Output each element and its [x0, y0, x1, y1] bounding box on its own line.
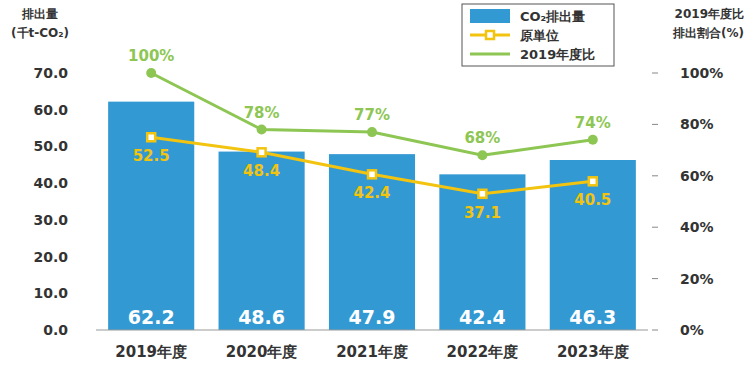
- plot-area: [108, 68, 636, 330]
- data-label: 47.9: [349, 306, 396, 328]
- bar: [439, 174, 525, 330]
- tick-mark: [652, 175, 658, 176]
- data-label: 46.3: [569, 306, 616, 328]
- tick-mark: [652, 330, 658, 331]
- tick-label: 20%: [680, 271, 714, 287]
- tick-mark: [90, 183, 96, 184]
- legend-swatch: [470, 53, 510, 56]
- tick-label: 100%: [680, 65, 723, 81]
- axis-line: [96, 330, 648, 331]
- marker: [588, 135, 598, 145]
- category-label: 2023年度: [557, 343, 629, 361]
- tick-mark: [652, 227, 658, 228]
- marker: [477, 150, 487, 160]
- category-label: 2022年度: [447, 343, 519, 361]
- line: [151, 73, 593, 155]
- legend-box: [462, 4, 614, 66]
- tick-label: 30.0: [33, 212, 68, 228]
- data-label: 77%: [354, 106, 390, 124]
- data-label: 52.5: [133, 147, 170, 165]
- tick-label: 0%: [680, 322, 704, 338]
- legend-label: 原単位: [519, 28, 559, 43]
- data-label: 62.2: [128, 306, 175, 328]
- tick-label: 50.0: [33, 138, 68, 154]
- marker: [257, 125, 267, 135]
- data-label: 48.6: [238, 306, 285, 328]
- tick-mark: [652, 124, 658, 125]
- legend-marker: [486, 31, 494, 39]
- tick-mark: [90, 219, 96, 220]
- tick-label: 10.0: [33, 285, 68, 301]
- data-label: 74%: [575, 114, 611, 132]
- tick-mark: [90, 256, 96, 257]
- axis-title: 2019年度比: [675, 7, 744, 21]
- data-label: 37.1: [464, 204, 501, 222]
- tick-label: 20.0: [33, 249, 68, 265]
- bar: [108, 102, 194, 330]
- tick-label: 40%: [680, 219, 714, 235]
- axis-title: 排出量: [21, 7, 58, 21]
- data-label: 42.4: [459, 306, 506, 328]
- legend: CO₂排出量原単位 2019年度比: [462, 4, 614, 66]
- tick-mark: [652, 278, 658, 279]
- tick-mark: [90, 330, 96, 331]
- tick-label: 0.0: [43, 322, 68, 338]
- category-label: 2021年度: [336, 343, 408, 361]
- axis-title: (千t-CO₂): [11, 26, 69, 40]
- tick-mark: [90, 73, 96, 74]
- tick-label: 60.0: [33, 102, 68, 118]
- tick-mark: [90, 293, 96, 294]
- data-label: 40.5: [574, 191, 611, 209]
- data-label: 100%: [128, 47, 174, 65]
- axis-title: 排出割合(%): [672, 26, 744, 40]
- tick-label: 40.0: [33, 175, 68, 191]
- tick-label: 60%: [680, 168, 714, 184]
- tick-label: 80%: [680, 116, 714, 132]
- category-label: 2020年度: [226, 343, 298, 361]
- category-label: 2019年度: [115, 343, 187, 361]
- data-label: 48.4: [243, 162, 280, 180]
- tick-mark: [90, 146, 96, 147]
- marker: [589, 177, 597, 185]
- tick-mark: [90, 109, 96, 110]
- marker: [478, 190, 486, 198]
- bar: [219, 152, 305, 330]
- tick-mark: [652, 73, 658, 74]
- legend-swatch: [470, 9, 510, 23]
- marker: [367, 127, 377, 137]
- data-label: 68%: [464, 129, 500, 147]
- marker: [368, 170, 376, 178]
- data-label: 42.4: [353, 184, 390, 202]
- legend-label: CO₂排出量: [520, 9, 585, 24]
- marker: [147, 133, 155, 141]
- chart: 0.0 10.0 20.0 30.0 40.0 50.0 60.0 70.0 0% 20% 40% 6…: [0, 0, 750, 380]
- tick-label: 70.0: [33, 65, 68, 81]
- marker: [146, 68, 156, 78]
- legend-label: 2019年度比: [520, 47, 595, 62]
- marker: [258, 148, 266, 156]
- data-label: 78%: [244, 104, 280, 122]
